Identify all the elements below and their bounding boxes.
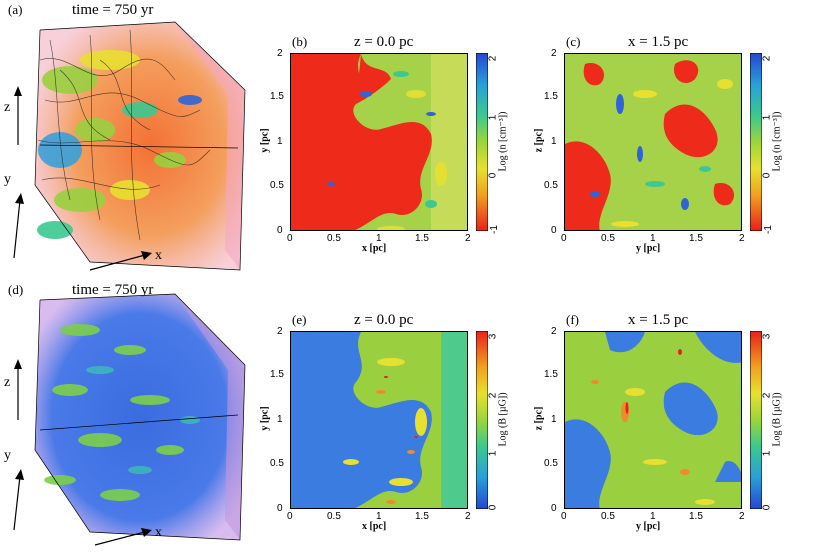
panel-c-label: (c): [566, 34, 581, 49]
panel-e-xtick: 0: [287, 511, 293, 522]
panel-f-ytick: 2: [551, 326, 557, 337]
panel-f-ylabel: z [pc]: [533, 406, 545, 431]
panel-b-map: [290, 53, 468, 231]
panel-b-ytick: 1.5: [270, 91, 284, 102]
panel-e-bfield: [291, 332, 467, 508]
panel-b-xtick: 0: [287, 233, 293, 244]
panel-f-title: x = 1.5 pc: [628, 312, 689, 328]
panel-d-volume-render: [13, 293, 246, 546]
panel-f-ytick: 1.5: [544, 369, 558, 380]
panel-c-map: [564, 53, 742, 231]
panel-b-colorbar: [476, 53, 488, 231]
panel-f-xtick: 1: [650, 511, 656, 522]
panel-b-title: z = 0.0 pc: [354, 34, 414, 50]
panel-b-ytick: 2: [277, 48, 283, 59]
panel-f-xtick: 1.5: [689, 511, 703, 522]
panel-e-ytick: 2: [277, 326, 283, 337]
panel-e-ytick: 0: [277, 503, 283, 514]
panel-c-colorbar: [750, 53, 762, 231]
panel-d-axis-x: x: [155, 525, 162, 540]
panel-f-ytick: 0.5: [544, 458, 558, 469]
panel-c-ylabel: z [pc]: [533, 128, 545, 153]
panel-e-map: [290, 331, 468, 509]
panel-b-ylabel: y [pc]: [259, 128, 271, 153]
panel-e-xtick: 1: [376, 511, 382, 522]
panel-c-cbar-tick: -1: [762, 225, 774, 234]
panel-c-title: x = 1.5 pc: [628, 34, 689, 50]
panel-f-cbar-tick: 0: [761, 504, 773, 511]
panel-a-label: (a): [8, 2, 23, 17]
panel-b-xtick: 0.5: [327, 233, 341, 244]
panel-b-density-field: [291, 54, 467, 230]
panel-f-xtick: 0: [561, 511, 567, 522]
panel-e-xtick: 2: [465, 511, 471, 522]
panel-f-label: (f): [566, 312, 579, 327]
panel-c-ytick: 1: [551, 136, 557, 147]
panel-f-ytick: 0: [551, 503, 557, 514]
panel-a-title: time = 750 yr: [72, 2, 154, 18]
panel-c-xtick: 0.5: [601, 233, 615, 244]
panel-e-ytick: 0.5: [270, 458, 284, 469]
panel-d-title: time = 750 yr: [72, 282, 154, 298]
panel-c-ytick: 2: [551, 48, 557, 59]
panel-e-title: z = 0.0 pc: [354, 312, 414, 328]
panel-f-bfield: [565, 332, 741, 508]
panel-f-cbar-tick: 3: [761, 333, 773, 340]
panel-e-colorbar: [476, 331, 488, 509]
panel-d-label: (d): [8, 282, 24, 297]
panel-e-xtick: 0.5: [327, 511, 341, 522]
panel-b-ytick: 0.5: [270, 180, 284, 191]
panel-e-xlabel: x [pc]: [362, 521, 387, 532]
panel-f-map: [564, 331, 742, 509]
panel-f-colorbar: [750, 331, 762, 509]
panel-c-cbar-tick: 2: [761, 55, 773, 62]
panel-b-cbar-tick: 2: [487, 55, 499, 62]
panel-e-ylabel: y [pc]: [259, 406, 271, 431]
panel-b-xtick: 1: [376, 233, 382, 244]
panel-a-axis-z: z: [4, 100, 11, 115]
panel-c-ytick: 1.5: [544, 91, 558, 102]
panel-b-xlabel: x [pc]: [362, 243, 387, 254]
panel-e-cbar-tick: 0: [487, 504, 499, 511]
panel-d-axis-y: y: [4, 448, 11, 463]
panel-f-ytick: 1: [551, 414, 557, 425]
panel-b-cbar-label: Log (n [cm⁻³]): [497, 111, 509, 172]
panel-a-axis-x: x: [155, 248, 162, 263]
panel-f-cbar-label: Log (B [µG]): [771, 392, 783, 447]
panel-c-xtick: 2: [739, 233, 745, 244]
panel-e-cbar-tick: 3: [487, 333, 499, 340]
panel-a-volume-render: [13, 21, 246, 271]
panel-c-xtick: 0: [561, 233, 567, 244]
panel-b-label: (b): [292, 34, 308, 49]
panel-e-xtick: 1.5: [415, 511, 429, 522]
panel-d-axis-z: z: [4, 375, 11, 390]
panel-f-xtick: 2: [739, 511, 745, 522]
panel-f-xlabel: y [pc]: [636, 521, 661, 532]
panel-b-cbar-tick: -1: [488, 225, 500, 234]
panel-c-xtick: 1.5: [689, 233, 703, 244]
panel-c-density-field: [565, 54, 741, 230]
panel-b-ytick: 1: [277, 136, 283, 147]
panel-c-ytick: 0: [551, 225, 557, 236]
panel-e-cbar-label: Log (B [µG]): [497, 392, 509, 447]
panel-b-xtick: 2: [465, 233, 471, 244]
panel-e-ytick: 1.5: [270, 369, 284, 380]
panel-b-xtick: 1.5: [415, 233, 429, 244]
panel-c-cbar-label: Log (n [cm⁻³]): [771, 111, 783, 172]
panel-e-ytick: 1: [277, 414, 283, 425]
panel-c-xlabel: y [pc]: [636, 243, 661, 254]
panel-c-xtick: 1: [650, 233, 656, 244]
panel-e-label: (e): [292, 312, 307, 327]
panel-c-ytick: 0.5: [544, 180, 558, 191]
panel-b-ytick: 0: [277, 225, 283, 236]
panel-a-axis-y: y: [4, 172, 11, 187]
panel-f-xtick: 0.5: [601, 511, 615, 522]
